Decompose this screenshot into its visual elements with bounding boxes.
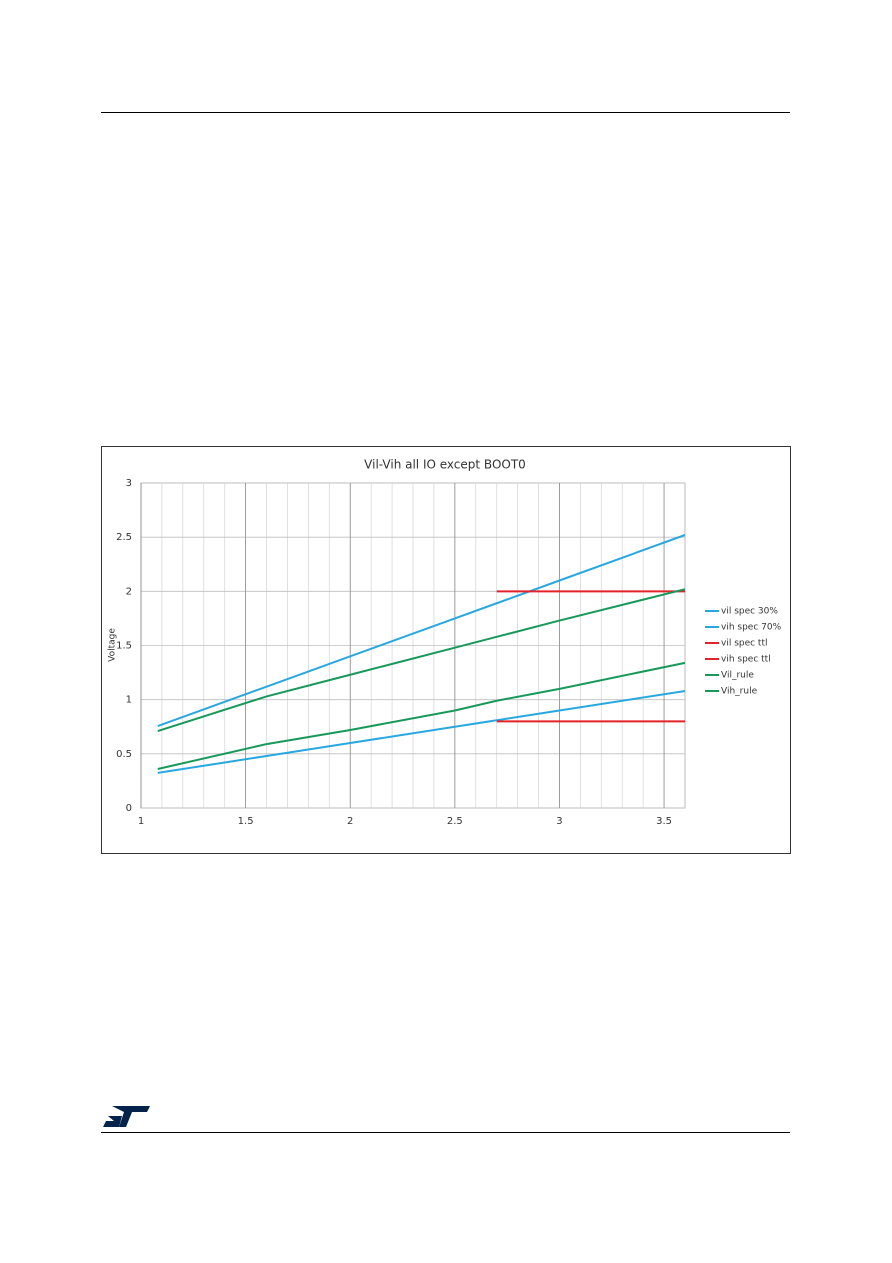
series-line [157,690,686,774]
y-axis-label: Voltage [108,628,118,662]
x-tick-label: 1.5 [238,816,254,827]
legend-label: vih spec ttl [721,655,771,665]
x-tick-label: 2 [347,816,353,827]
y-tick-label: 1 [126,695,132,706]
legend-label: Vih_rule [721,687,758,697]
y-tick-label: 1.5 [116,641,132,652]
x-tick-label: 3.5 [656,816,672,827]
y-tick-label: 0.5 [116,749,132,760]
x-tick-label: 3 [556,816,562,827]
series-line [157,534,686,728]
y-tick-label: 2 [126,586,132,597]
legend-label: vih spec 70% [721,623,782,633]
series-line [157,661,686,770]
y-tick-label: 3 [126,478,132,489]
y-tick-label: 0 [126,803,132,814]
legend-label: Vil_rule [721,671,754,681]
chart-title: Vil-Vih all IO except BOOT0 [364,458,526,472]
st-logo [103,1106,150,1127]
legend-label: vil spec 30% [721,607,778,617]
y-tick-label: 2.5 [116,532,132,543]
x-tick-label: 1 [138,816,144,827]
legend-label: vil spec ttl [721,639,768,649]
x-tick-label: 2.5 [447,816,463,827]
series-line [157,588,686,733]
